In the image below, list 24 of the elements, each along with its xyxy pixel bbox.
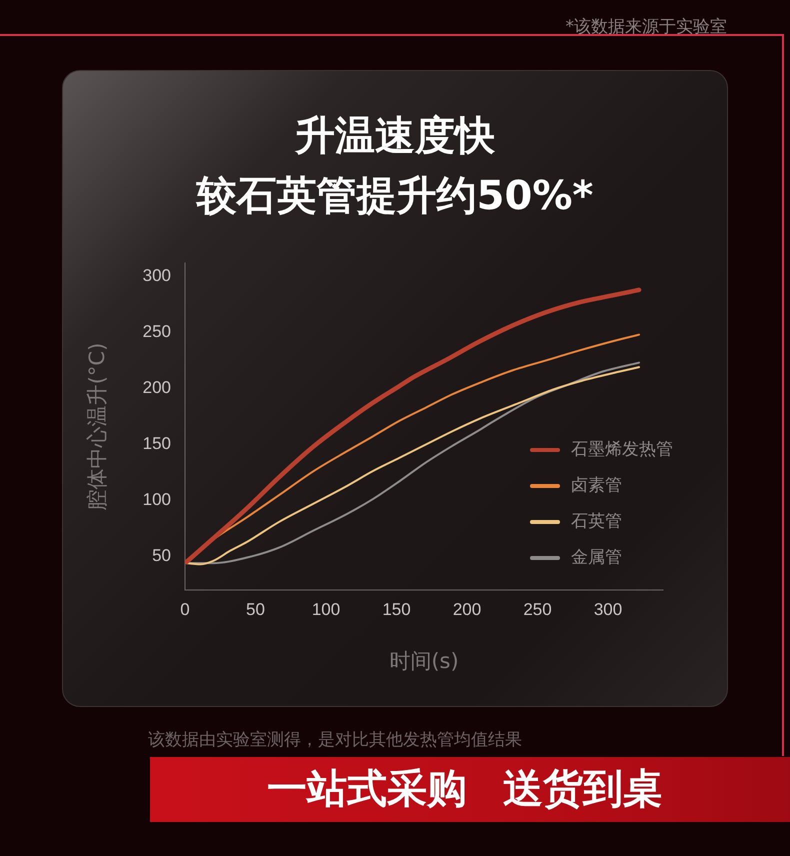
x-tick-label: 300 xyxy=(594,600,622,619)
x-tick-label: 50 xyxy=(246,600,265,619)
x-tick-label: 150 xyxy=(382,600,411,619)
y-tick-label: 300 xyxy=(142,266,171,286)
x-tick-label: 250 xyxy=(523,600,552,619)
y-tick-label: 200 xyxy=(142,378,171,398)
text: 该数据由实验室测得，是对比其他发热管均值结果 xyxy=(148,729,522,751)
legend-label: 石英管 xyxy=(571,511,622,532)
text: 一站式采购 送货到桌 xyxy=(266,765,664,814)
y-tick-label: 150 xyxy=(142,434,171,454)
legend-label: 石墨烯发热管 xyxy=(571,439,673,460)
y-tick-label: 50 xyxy=(152,546,171,566)
chart-title: 升温速度快 xyxy=(294,112,496,160)
y-axis-title: 腔体中心温升(°C) xyxy=(85,342,110,510)
x-tick-label: 100 xyxy=(312,600,340,619)
x-axis-title: 时间(s) xyxy=(389,648,459,673)
x-tick-label: 200 xyxy=(452,600,482,619)
y-tick-label: 250 xyxy=(142,322,171,342)
legend-label: 卤素管 xyxy=(571,475,622,496)
x-tick-label: 0 xyxy=(180,600,190,619)
chart-subtitle: 较石英管提升约50%* xyxy=(194,172,594,220)
legend-label: 金属管 xyxy=(571,547,622,568)
y-tick-label: 100 xyxy=(142,490,171,510)
text: *该数据来源于实验室 xyxy=(566,16,727,38)
